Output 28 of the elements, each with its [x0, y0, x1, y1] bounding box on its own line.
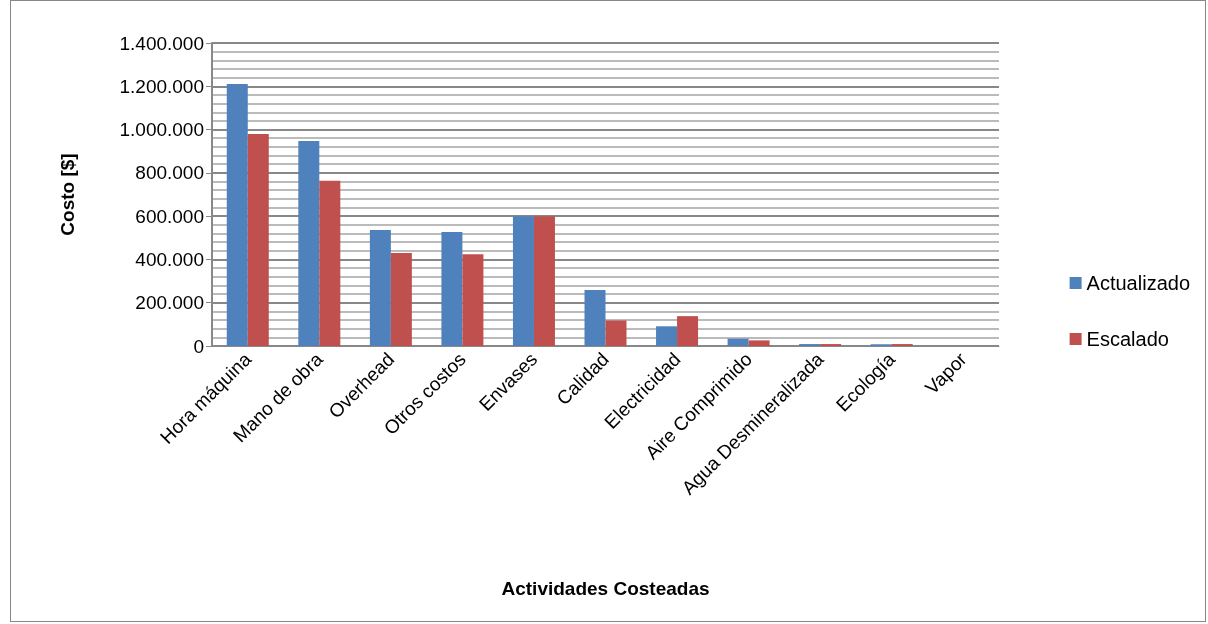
bar — [727, 338, 749, 346]
legend-label: Actualizado — [1086, 272, 1191, 294]
bar — [247, 133, 269, 346]
legend-label: Escalado — [1086, 328, 1169, 350]
bar — [656, 326, 678, 346]
bar — [533, 216, 555, 346]
bar — [677, 316, 699, 346]
bar — [369, 229, 391, 346]
y-tick-label: 800.000 — [135, 162, 204, 184]
bar — [748, 340, 770, 346]
y-tick-label: 1.000.000 — [119, 119, 204, 141]
y-tick-label: 200.000 — [135, 292, 204, 314]
x-axis-title: Actividades Costeadas — [501, 578, 710, 599]
bar — [512, 216, 534, 346]
y-tick-label: 1.200.000 — [119, 75, 204, 97]
bar — [605, 320, 627, 346]
bar — [462, 254, 484, 346]
y-axis-title: Costo [$] — [57, 153, 78, 236]
bar — [441, 231, 463, 346]
bar — [390, 252, 412, 346]
bar — [226, 84, 248, 346]
y-tick-label: 1.400.000 — [119, 32, 204, 54]
bar — [584, 289, 606, 346]
y-tick-label: 0 — [193, 335, 204, 357]
y-tick-label: 400.000 — [135, 248, 204, 270]
bar — [298, 141, 320, 346]
y-tick-label: 600.000 — [135, 205, 204, 227]
bar — [319, 180, 341, 346]
